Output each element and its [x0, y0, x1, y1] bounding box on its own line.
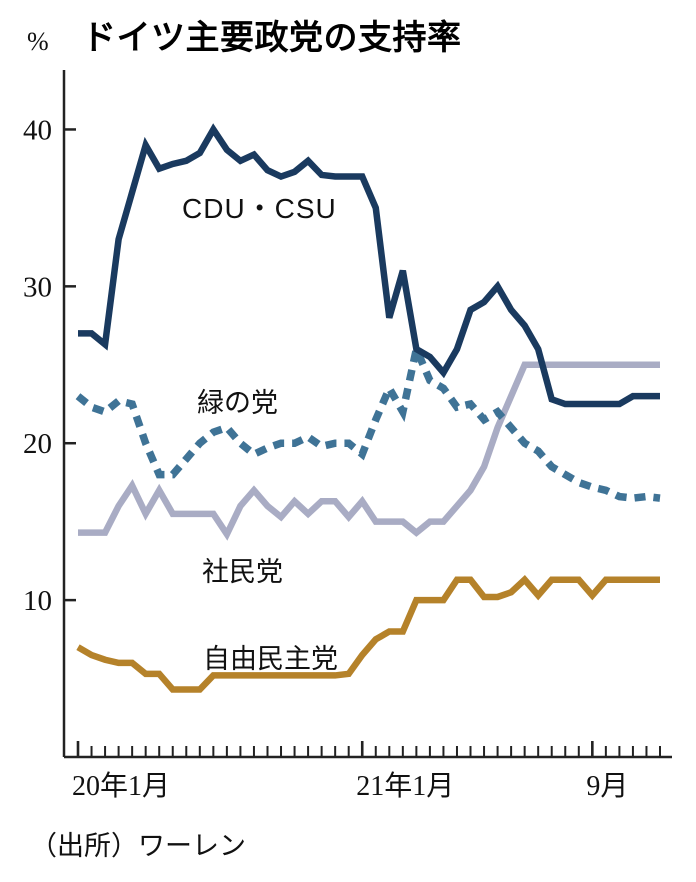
- series-label-spd: 社民党: [202, 557, 283, 587]
- series-line-spd: [78, 361, 660, 541]
- x-axis-tick-label: 21年1月: [356, 770, 454, 802]
- series-line-fdp: [76, 575, 660, 693]
- chart-axes: 10 20 30 40 20年1月 21年1月 9月: [23, 70, 672, 802]
- y-axis-unit-label: %: [27, 27, 49, 56]
- series-label-greens: 緑の党: [197, 388, 278, 418]
- y-axis-tick-label: 10: [23, 585, 52, 617]
- series-label-fdp: 自由民主党: [203, 644, 338, 674]
- series-line-cdu-csu: [78, 123, 660, 408]
- y-axis-tick-label: 40: [23, 114, 52, 146]
- series-label-cdu-csu: CDU・CSU: [182, 193, 337, 224]
- x-axis-tick-label: 20年1月: [72, 770, 170, 802]
- source-note: （出所）ワーレン: [30, 831, 246, 861]
- page-title: ドイツ主要政党の支持率: [82, 19, 462, 57]
- x-axis-tick-label: 9月: [586, 771, 628, 802]
- series-line-greens: [75, 336, 661, 502]
- y-axis-tick-label: 20: [23, 428, 52, 460]
- y-axis-tick-label: 30: [23, 271, 52, 303]
